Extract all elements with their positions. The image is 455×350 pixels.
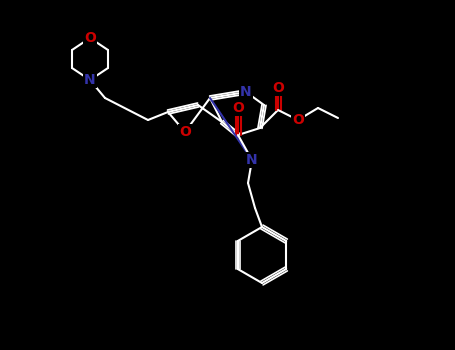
- Text: O: O: [232, 101, 244, 115]
- Text: O: O: [84, 31, 96, 45]
- Text: O: O: [179, 125, 191, 139]
- Text: N: N: [246, 153, 258, 167]
- Text: N: N: [240, 85, 252, 99]
- Text: N: N: [84, 73, 96, 87]
- Text: O: O: [272, 81, 284, 95]
- Text: O: O: [292, 113, 304, 127]
